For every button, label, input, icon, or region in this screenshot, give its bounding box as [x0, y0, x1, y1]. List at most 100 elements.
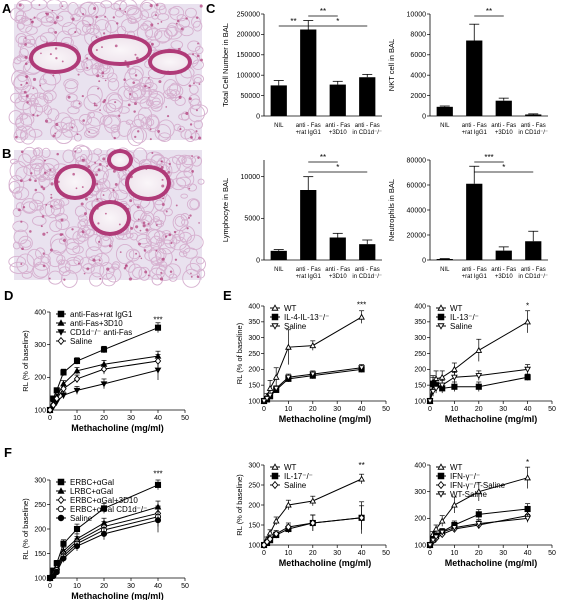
cell-nucleus	[177, 69, 180, 73]
data-point	[272, 385, 280, 392]
cell-nucleus	[25, 81, 29, 85]
alveolus	[19, 112, 29, 120]
cell-nucleus	[26, 101, 29, 104]
alveolus	[117, 120, 132, 137]
cell-nucleus	[50, 182, 54, 186]
data-point	[426, 398, 434, 405]
cell-nucleus	[188, 187, 191, 190]
cell-nucleus	[20, 220, 23, 223]
line-chart-f: 100 150 200 250 300 0 10 20 30 40 50 Methacholine (…	[21, 470, 189, 600]
cell-nucleus	[102, 194, 105, 196]
alveolus	[49, 198, 63, 210]
data-point	[285, 501, 292, 508]
cell-nucleus	[127, 189, 130, 192]
cell-nucleus	[46, 41, 48, 44]
y-tick-label: 300	[248, 335, 260, 342]
y-axis-label: Lymphocyte in BAL	[221, 178, 230, 242]
cell-nucleus	[158, 80, 162, 84]
category-label: anti - Fas	[296, 267, 321, 273]
data-point	[50, 572, 57, 580]
alveolus	[187, 183, 198, 192]
cell-nucleus	[139, 229, 142, 232]
cell-nucleus	[89, 24, 91, 26]
alveolus	[83, 129, 98, 139]
cell-nucleus	[150, 23, 154, 27]
alveolus	[161, 232, 175, 245]
data-point	[57, 319, 65, 326]
alveolus	[168, 7, 180, 16]
y-tick-label: 40000	[407, 207, 427, 214]
cell-nucleus	[29, 18, 32, 21]
data-point	[432, 525, 440, 532]
data-point	[154, 367, 162, 374]
significance-label: *	[526, 302, 529, 311]
legend-label: WT	[450, 304, 463, 313]
cell-nucleus	[173, 230, 177, 234]
cell-nucleus	[144, 270, 148, 274]
histology-image-a	[8, 0, 208, 147]
cell-nucleus	[46, 231, 49, 234]
x-tick-label: 0	[48, 583, 52, 590]
alveolus	[158, 132, 171, 142]
alveolus	[62, 149, 75, 164]
cell-nucleus	[106, 165, 109, 168]
cell-nucleus	[63, 238, 67, 242]
significance-label: **	[290, 17, 296, 26]
cell-nucleus	[195, 16, 199, 20]
alveolus	[157, 257, 165, 264]
cell-nucleus	[114, 182, 118, 186]
y-tick-label: 150000	[237, 52, 260, 59]
cell-nucleus	[133, 110, 136, 113]
category-label: anti - Fas	[491, 267, 516, 273]
line-chart-e2: 100 150 200 250 300 350 400 0 10 20 30 40 50 Methacho…	[414, 302, 556, 424]
alveolus	[12, 207, 22, 218]
alveolus	[93, 148, 102, 155]
legend-label: anti-Fas+3D10	[70, 319, 123, 328]
cell-nucleus	[61, 233, 64, 236]
alveolus	[42, 158, 60, 173]
y-tick-label: 100	[248, 542, 260, 549]
alveolus	[82, 263, 95, 274]
alveolus	[33, 147, 44, 158]
data-point	[438, 373, 446, 380]
alveolus	[148, 246, 165, 264]
bar	[300, 190, 317, 260]
alveolus	[88, 255, 103, 267]
cell-nucleus	[162, 197, 165, 200]
y-tick-label: 100	[34, 575, 46, 582]
alveolus	[79, 153, 88, 163]
y-tick-label: 6000	[410, 52, 426, 59]
alveolus	[110, 3, 121, 10]
cell-nucleus	[116, 63, 118, 66]
cell-nucleus	[174, 258, 178, 261]
alveolus	[13, 75, 30, 91]
y-tick-label: 300	[34, 342, 46, 349]
cell-nucleus	[166, 115, 170, 118]
cell-nucleus	[32, 113, 35, 117]
alveolus	[97, 64, 115, 80]
cell-nucleus	[81, 186, 84, 189]
cell-nucleus	[50, 196, 53, 199]
y-tick-label: 10000	[407, 11, 427, 18]
data-point	[53, 394, 60, 403]
cell-nucleus	[135, 225, 139, 229]
data-point	[271, 472, 279, 480]
bar	[466, 183, 483, 260]
data-point	[154, 481, 162, 488]
y-tick-label: 400	[248, 303, 260, 310]
cell-nucleus	[142, 221, 146, 225]
cell-nucleus	[42, 264, 46, 268]
cell-nucleus	[50, 193, 53, 196]
cell-nucleus	[29, 230, 32, 233]
alveolus	[125, 248, 141, 262]
y-axis-label: RL (% of baseline)	[235, 474, 244, 536]
cell-nucleus	[20, 83, 23, 86]
significance-label: ***	[153, 315, 162, 324]
x-tick-label: 10	[451, 550, 459, 557]
cell-nucleus	[52, 74, 55, 77]
data-point	[309, 342, 317, 349]
category-label: anti - Fas	[462, 123, 487, 129]
category-label: in CD1d⁻/⁻	[518, 130, 548, 136]
alveolus	[194, 45, 204, 55]
alveolus	[14, 118, 25, 129]
